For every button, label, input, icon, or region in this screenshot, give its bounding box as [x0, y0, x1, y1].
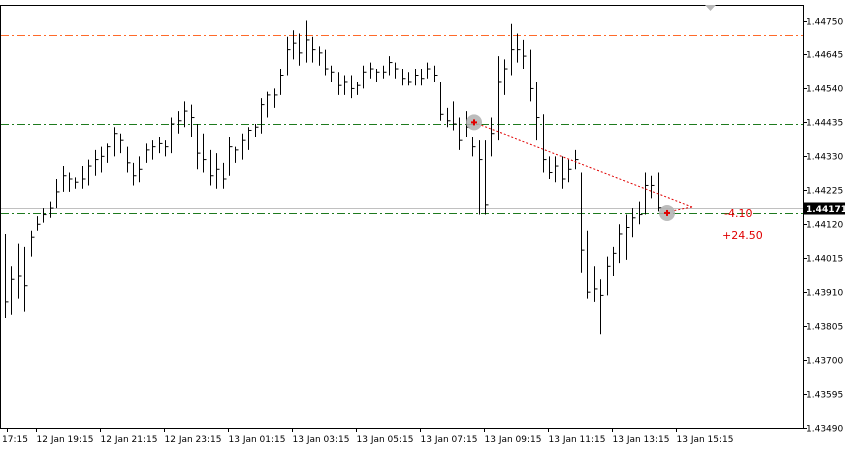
y-axis-tick-label: 1.44015: [806, 255, 843, 265]
y-axis-tick-label: 1.44120: [806, 221, 843, 231]
y-axis-tick-label: 1.44330: [806, 153, 843, 163]
trade-connection-line: [473, 121, 693, 208]
pnl-label-profit: +24.50: [722, 229, 763, 242]
current-price-label: 1.44171: [806, 205, 846, 215]
x-axis-tick-label: 13 Jan 05:15: [357, 435, 414, 445]
x-axis-tick-label: 12 Jan 19:15: [37, 435, 94, 445]
current-price-tag: [803, 202, 845, 215]
pnl-label-stop: -4.10: [724, 207, 752, 220]
y-axis-tick-label: 1.43595: [806, 391, 843, 401]
chart-shift-marker[interactable]: [705, 5, 716, 11]
x-axis-tick-label: 13 Jan 09:15: [485, 435, 542, 445]
y-axis-tick-label: 1.44645: [806, 51, 843, 61]
x-axis-tick-label: 12 Jan 21:15: [101, 435, 158, 445]
y-axis-tick-label: 1.44750: [806, 18, 843, 28]
x-axis-tick-label: 13 Jan 15:15: [677, 435, 734, 445]
plot-frame: [0, 5, 804, 429]
x-axis-tick-label: 13 Jan 01:15: [229, 435, 286, 445]
y-axis-tick-label: 1.43805: [806, 323, 843, 333]
y-axis-tick-label: 1.44540: [806, 85, 843, 95]
y-axis-tick-label: 1.44225: [806, 187, 843, 197]
y-axis-tick-label: 1.43490: [806, 425, 843, 435]
y-axis-tick-label: 1.43910: [806, 289, 843, 299]
x-axis-tick-label: 12 Jan 23:15: [165, 435, 222, 445]
y-axis-tick-label: 1.43700: [806, 357, 843, 367]
x-axis-tick-label: 17:15: [2, 435, 28, 445]
x-axis-tick-label: 13 Jan 03:15: [293, 435, 350, 445]
x-axis-tick-label: 13 Jan 11:15: [549, 435, 606, 445]
trade-connection-line: [671, 206, 693, 212]
y-axis-tick-label: 1.44435: [806, 119, 843, 129]
x-axis-tick-label: 13 Jan 13:15: [613, 435, 670, 445]
x-axis-tick-label: 13 Jan 07:15: [421, 435, 478, 445]
